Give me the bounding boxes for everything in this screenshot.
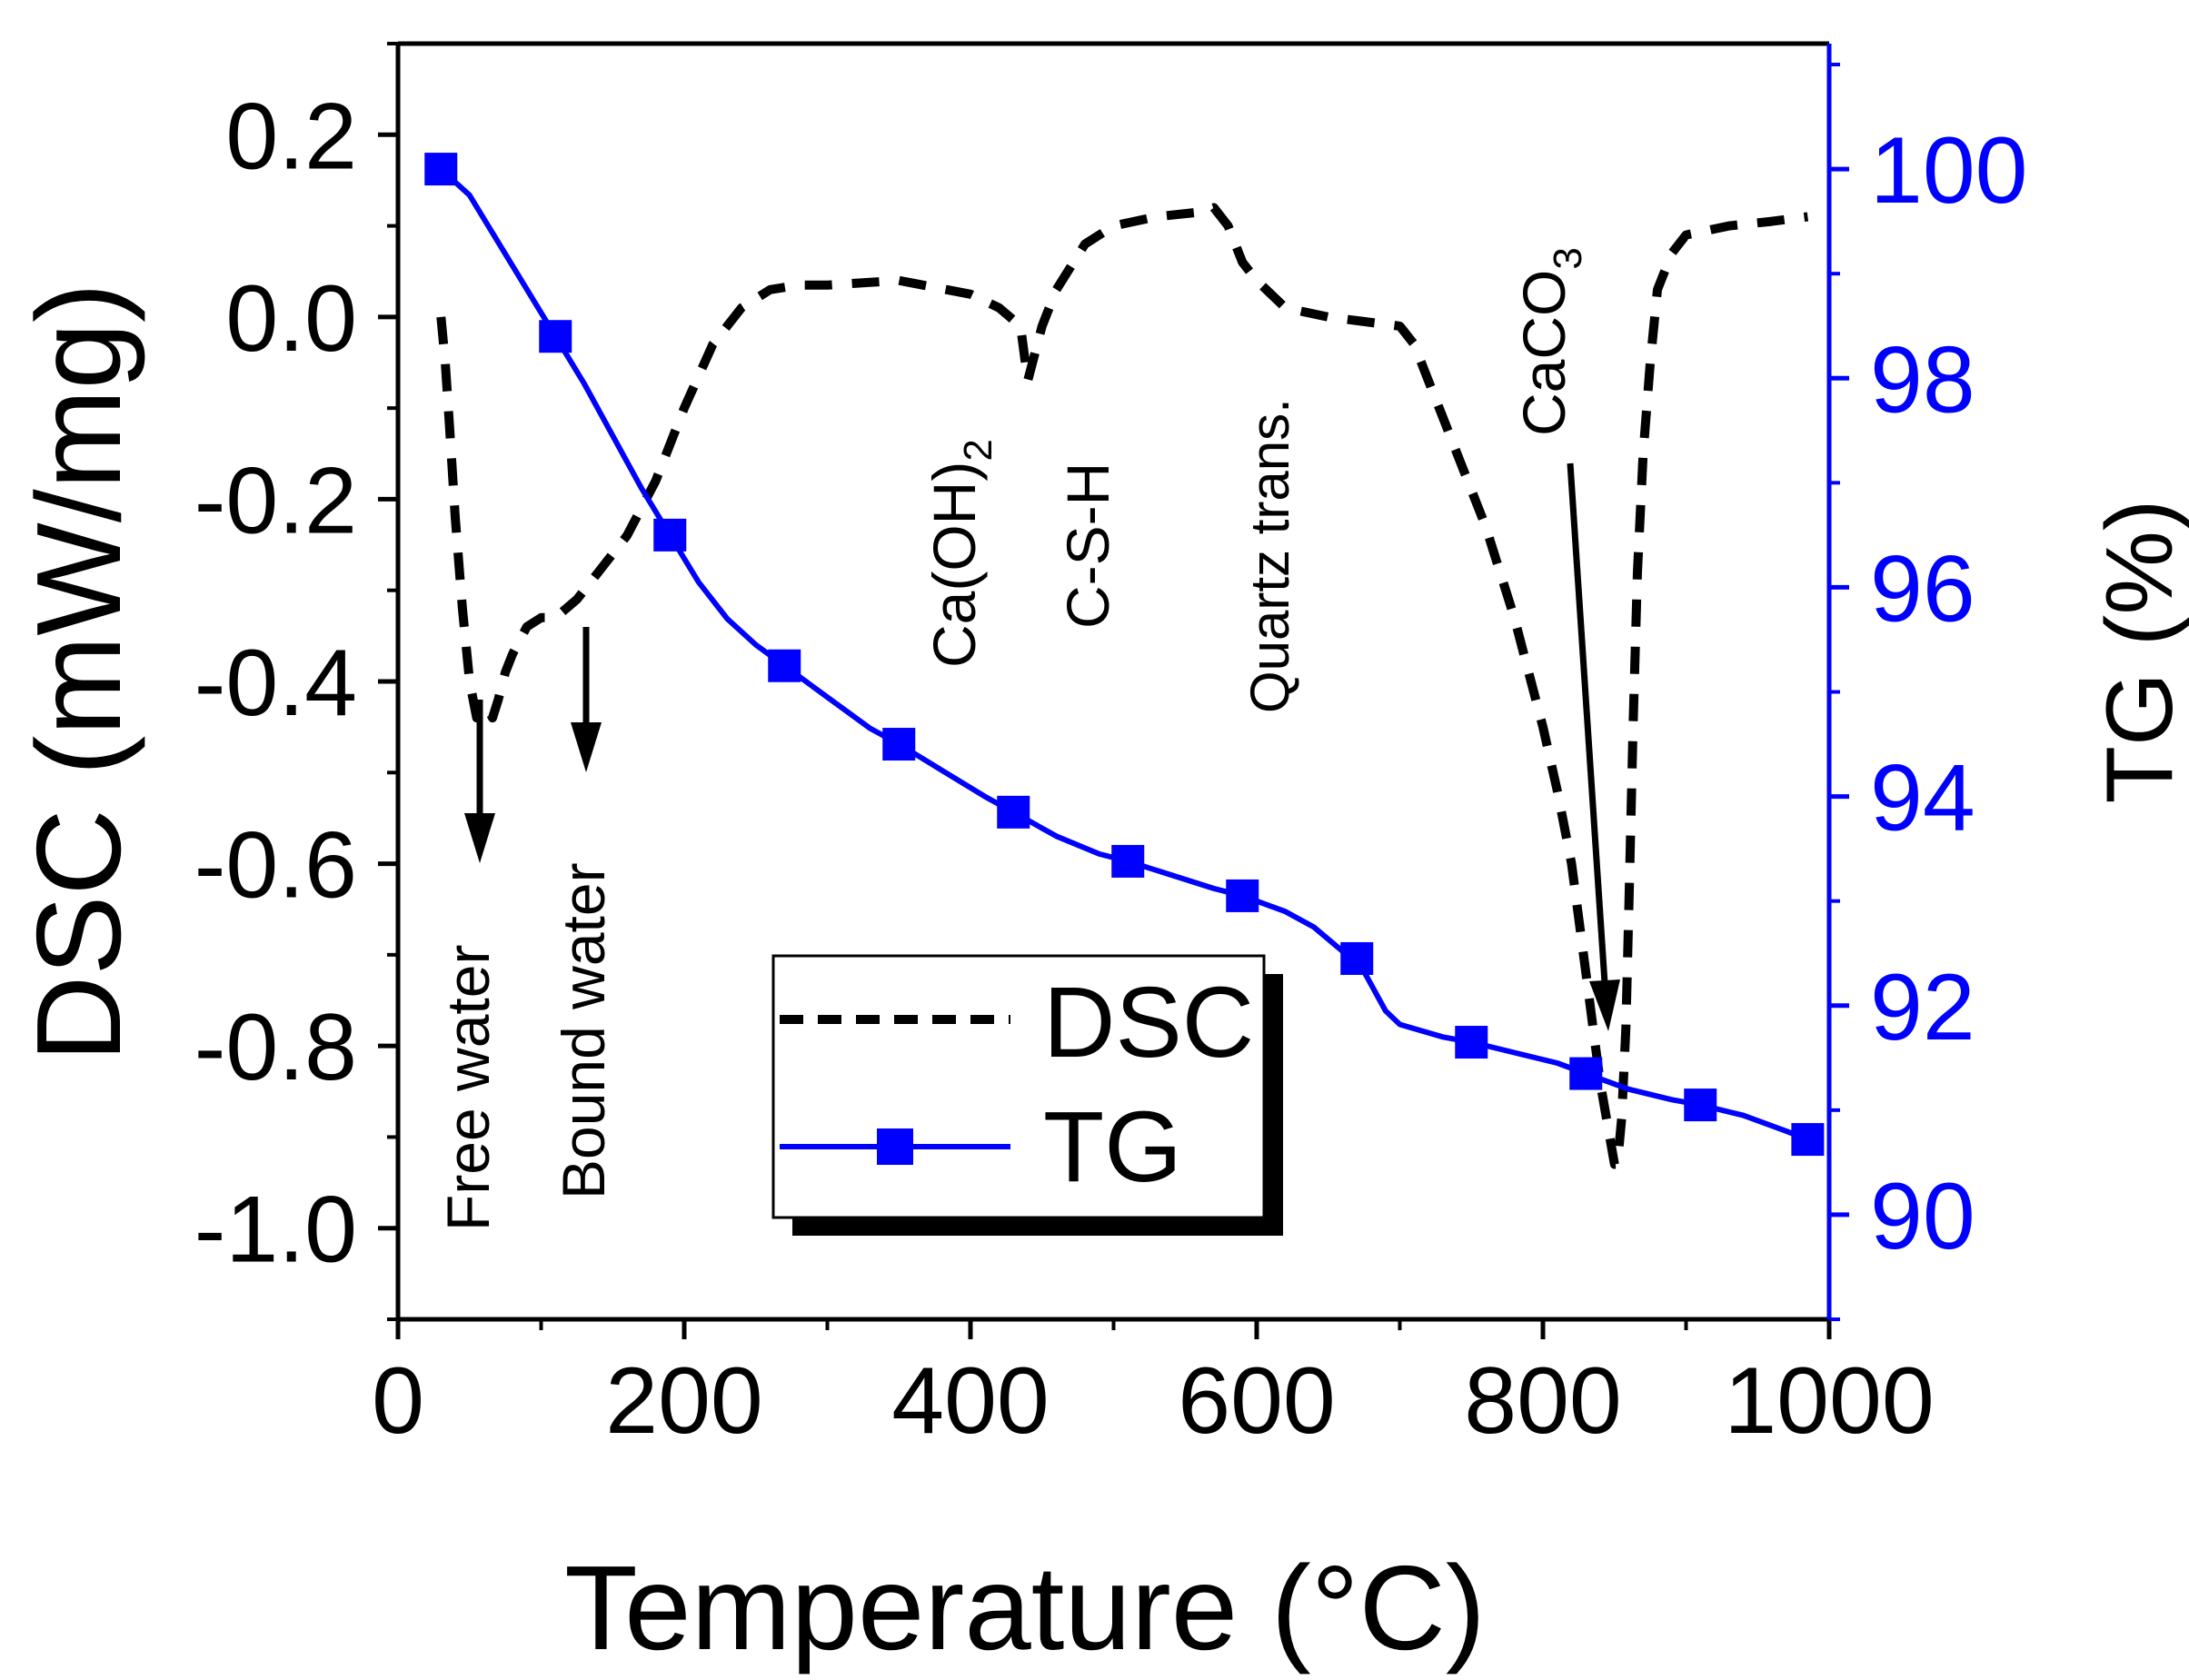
y-right-tick-label: 98	[1870, 327, 1975, 432]
x-tick-label: 1000	[1724, 1348, 1934, 1454]
x-tick-label: 800	[1464, 1348, 1622, 1454]
annotations: Free water Bound water Ca(OH)2 C-S-H Qua…	[434, 247, 1620, 1231]
annotation-caoh2: Ca(OH)2	[920, 439, 1000, 668]
y-right-tick-label: 94	[1870, 746, 1975, 851]
bound-water-arrowhead-icon	[571, 722, 602, 772]
tg-data-point	[653, 518, 687, 552]
tg-data-point	[1455, 1026, 1488, 1059]
legend-dsc-label: DSC	[1043, 967, 1254, 1079]
tg-data-point	[1340, 941, 1374, 975]
free-water-arrowhead-icon	[464, 813, 495, 863]
tg-data-point	[768, 649, 801, 682]
left-y-axis-title: DSC (mW/mg)	[12, 283, 145, 1062]
y-left-tick-label: -0.8	[194, 995, 357, 1100]
tg-data-point	[1226, 879, 1259, 912]
caco3-arrowhead-icon	[1589, 979, 1620, 1031]
legend: DSC TG	[771, 954, 1283, 1236]
y-right-tick-label: 92	[1870, 955, 1975, 1060]
annotation-caoh2-subscript: 2	[956, 439, 1000, 461]
tg-data-point	[1111, 844, 1145, 878]
y-left-tick-label: -0.6	[194, 813, 357, 919]
annotation-caco3: CaCO3	[1510, 247, 1590, 436]
y-left-tick-label: -0.2	[194, 448, 357, 553]
annotation-free-water: Free water	[434, 945, 502, 1231]
annotation-quartz: Quartz trans.	[1239, 398, 1300, 713]
series-layer	[424, 153, 1825, 1169]
y-left-tick-label: 0.2	[225, 84, 357, 189]
annotation-csh: C-S-H	[1054, 462, 1121, 629]
legend-tg-label: TG	[1043, 1091, 1182, 1203]
x-tick-label: 200	[605, 1348, 763, 1454]
x-axis-title: Temperature (°C)	[564, 1541, 1486, 1675]
tg-series-line	[439, 166, 1809, 1142]
legend-tg-marker	[877, 1128, 913, 1165]
right-y-axis-title: TG (%)	[2087, 499, 2189, 803]
annotation-caoh2-main: Ca(OH)	[920, 462, 988, 668]
legend-box	[771, 954, 1266, 1219]
annotation-caco3-main: CaCO	[1510, 270, 1577, 436]
tg-data-point	[424, 153, 458, 186]
annotation-caco3-subscript: 3	[1546, 247, 1590, 269]
tg-data-point	[997, 795, 1030, 829]
y-right-tick-label: 100	[1870, 118, 2028, 224]
x-tick-label: 400	[891, 1348, 1050, 1454]
tg-data-point	[1791, 1123, 1825, 1157]
tg-data-point	[1569, 1057, 1603, 1090]
tg-data-point	[539, 320, 572, 353]
x-tick-label: 0	[372, 1348, 424, 1454]
y-right-tick-label: 90	[1870, 1164, 1975, 1269]
tg-data-point	[1684, 1089, 1717, 1122]
annotation-bound-water: Bound water	[550, 862, 617, 1199]
y-left-tick-label: -1.0	[194, 1178, 357, 1283]
ticks-layer: 0 200 400 600 800 1000 0.2 0.0 -0.2 -0.4 -0.6 -0.8 -…	[194, 42, 2028, 1454]
caco3-arrow-icon	[1567, 462, 1608, 984]
y-left-tick-label: -0.4	[194, 631, 357, 736]
y-right-tick-label: 96	[1870, 536, 1975, 641]
x-tick-label: 600	[1178, 1348, 1336, 1454]
y-left-tick-label: 0.0	[225, 266, 357, 372]
tg-data-point	[882, 728, 916, 761]
